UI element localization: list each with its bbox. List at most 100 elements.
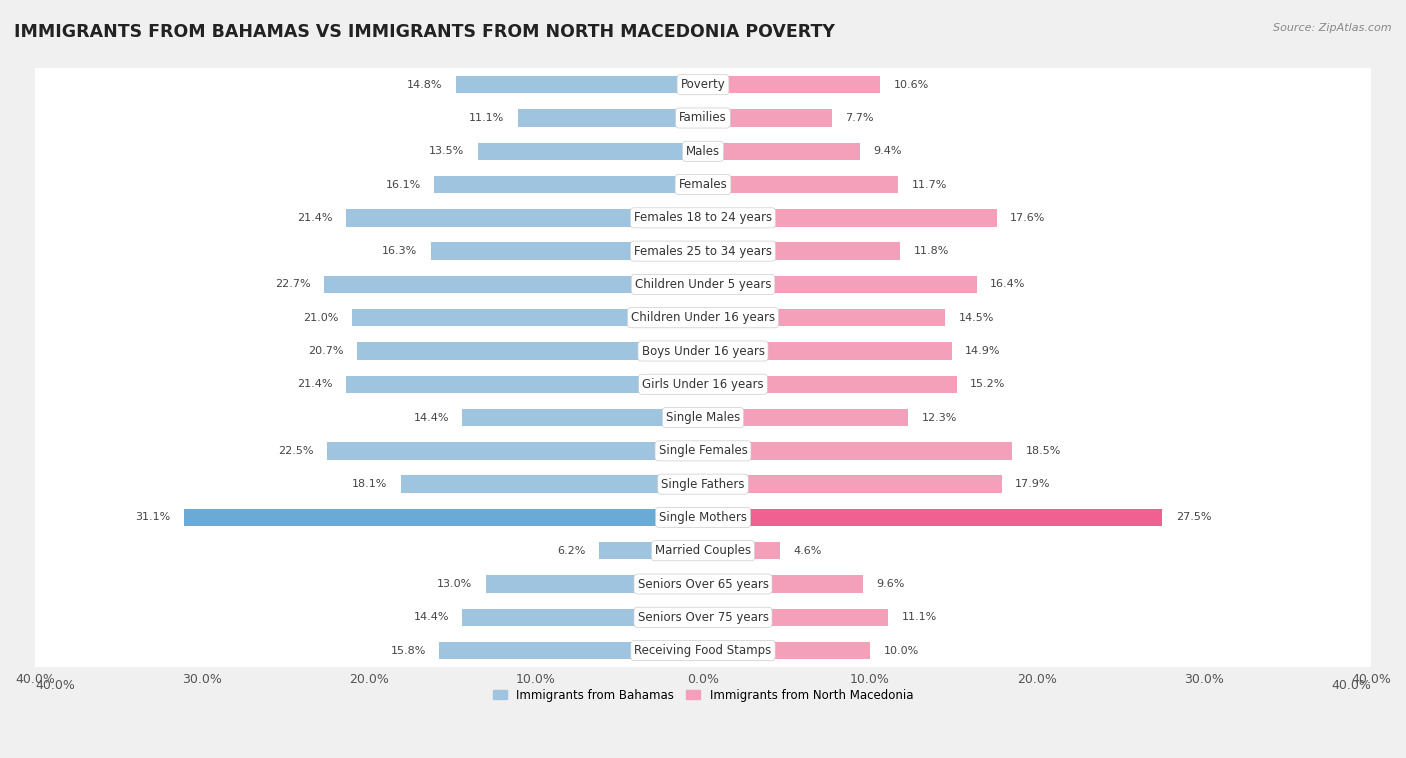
Bar — [703, 409, 908, 426]
Text: Poverty: Poverty — [681, 78, 725, 91]
Text: Girls Under 16 years: Girls Under 16 years — [643, 377, 763, 391]
Bar — [434, 176, 703, 193]
Bar — [703, 109, 831, 127]
Bar — [703, 243, 900, 260]
Bar — [703, 176, 898, 193]
Bar — [328, 442, 703, 459]
FancyBboxPatch shape — [35, 468, 1371, 501]
Text: 12.3%: 12.3% — [922, 412, 957, 422]
Bar — [703, 309, 945, 327]
Text: Males: Males — [686, 145, 720, 158]
Text: 7.7%: 7.7% — [845, 113, 873, 123]
FancyBboxPatch shape — [35, 234, 1371, 268]
Legend: Immigrants from Bahamas, Immigrants from North Macedonia: Immigrants from Bahamas, Immigrants from… — [488, 684, 918, 706]
Bar — [478, 143, 703, 160]
Text: Children Under 16 years: Children Under 16 years — [631, 312, 775, 324]
Bar — [357, 343, 703, 359]
Text: 16.4%: 16.4% — [990, 280, 1025, 290]
Bar — [703, 509, 1163, 526]
Text: 11.8%: 11.8% — [914, 246, 949, 256]
Bar — [353, 309, 703, 327]
Bar — [703, 542, 780, 559]
Bar — [323, 276, 703, 293]
Text: Females 25 to 34 years: Females 25 to 34 years — [634, 245, 772, 258]
Text: Single Fathers: Single Fathers — [661, 478, 745, 490]
Text: 27.5%: 27.5% — [1175, 512, 1211, 522]
Text: 14.4%: 14.4% — [413, 612, 449, 622]
Text: 22.7%: 22.7% — [276, 280, 311, 290]
Text: 20.7%: 20.7% — [308, 346, 344, 356]
Text: Single Females: Single Females — [658, 444, 748, 457]
Text: IMMIGRANTS FROM BAHAMAS VS IMMIGRANTS FROM NORTH MACEDONIA POVERTY: IMMIGRANTS FROM BAHAMAS VS IMMIGRANTS FR… — [14, 23, 835, 41]
Text: 14.5%: 14.5% — [959, 313, 994, 323]
Text: 14.4%: 14.4% — [413, 412, 449, 422]
Bar — [517, 109, 703, 127]
FancyBboxPatch shape — [35, 201, 1371, 234]
Text: 31.1%: 31.1% — [135, 512, 170, 522]
Text: Single Mothers: Single Mothers — [659, 511, 747, 524]
Text: 17.9%: 17.9% — [1015, 479, 1050, 489]
Bar — [184, 509, 703, 526]
Bar — [703, 442, 1012, 459]
Text: Families: Families — [679, 111, 727, 124]
FancyBboxPatch shape — [35, 501, 1371, 534]
FancyBboxPatch shape — [35, 600, 1371, 634]
FancyBboxPatch shape — [35, 68, 1371, 102]
Text: 11.1%: 11.1% — [470, 113, 505, 123]
FancyBboxPatch shape — [35, 568, 1371, 600]
Text: Single Males: Single Males — [666, 411, 740, 424]
Bar — [401, 475, 703, 493]
Text: 21.4%: 21.4% — [297, 379, 332, 390]
Text: 11.7%: 11.7% — [911, 180, 948, 190]
Text: 15.2%: 15.2% — [970, 379, 1005, 390]
Bar — [703, 376, 957, 393]
Bar — [703, 143, 860, 160]
FancyBboxPatch shape — [35, 301, 1371, 334]
Bar — [346, 376, 703, 393]
Text: Boys Under 16 years: Boys Under 16 years — [641, 344, 765, 358]
Text: 10.6%: 10.6% — [893, 80, 928, 89]
Text: Receiving Food Stamps: Receiving Food Stamps — [634, 644, 772, 657]
Bar — [703, 276, 977, 293]
Text: Seniors Over 65 years: Seniors Over 65 years — [637, 578, 769, 590]
FancyBboxPatch shape — [35, 168, 1371, 201]
Text: 13.5%: 13.5% — [429, 146, 464, 156]
Text: 9.6%: 9.6% — [877, 579, 905, 589]
Bar — [599, 542, 703, 559]
Text: 40.0%: 40.0% — [35, 679, 75, 692]
Text: 18.5%: 18.5% — [1025, 446, 1060, 456]
Bar — [703, 609, 889, 626]
Text: Seniors Over 75 years: Seniors Over 75 years — [637, 611, 769, 624]
Bar — [346, 209, 703, 227]
Text: 22.5%: 22.5% — [278, 446, 314, 456]
Text: 14.8%: 14.8% — [406, 80, 443, 89]
Text: 6.2%: 6.2% — [558, 546, 586, 556]
Text: 9.4%: 9.4% — [873, 146, 901, 156]
Text: Married Couples: Married Couples — [655, 544, 751, 557]
Text: 11.1%: 11.1% — [901, 612, 936, 622]
Text: 16.1%: 16.1% — [385, 180, 420, 190]
Text: 40.0%: 40.0% — [1331, 679, 1371, 692]
Bar — [703, 76, 880, 93]
FancyBboxPatch shape — [35, 268, 1371, 301]
FancyBboxPatch shape — [35, 401, 1371, 434]
Text: Females: Females — [679, 178, 727, 191]
Bar — [703, 209, 997, 227]
FancyBboxPatch shape — [35, 634, 1371, 667]
Text: 13.0%: 13.0% — [437, 579, 472, 589]
Text: 10.0%: 10.0% — [883, 646, 918, 656]
Text: 4.6%: 4.6% — [793, 546, 821, 556]
Text: 21.4%: 21.4% — [297, 213, 332, 223]
Text: 21.0%: 21.0% — [304, 313, 339, 323]
Bar — [703, 642, 870, 659]
Bar — [463, 609, 703, 626]
Text: 15.8%: 15.8% — [391, 646, 426, 656]
Bar — [456, 76, 703, 93]
Text: Females 18 to 24 years: Females 18 to 24 years — [634, 211, 772, 224]
FancyBboxPatch shape — [35, 534, 1371, 568]
Bar — [486, 575, 703, 593]
Text: 18.1%: 18.1% — [352, 479, 387, 489]
FancyBboxPatch shape — [35, 434, 1371, 468]
Text: Children Under 5 years: Children Under 5 years — [634, 278, 772, 291]
Bar — [463, 409, 703, 426]
